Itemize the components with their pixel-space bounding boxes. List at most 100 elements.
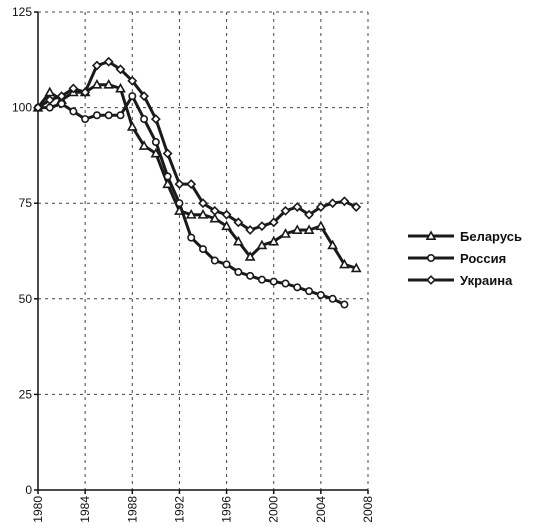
data-point <box>350 262 362 273</box>
legend-swatch-marker <box>425 230 437 240</box>
series-line <box>37 60 357 232</box>
data-point <box>268 235 280 246</box>
grid-lines <box>38 11 369 490</box>
legend-swatch-marker <box>426 275 436 285</box>
data-point <box>116 111 125 120</box>
data-point <box>140 115 149 124</box>
data-point <box>197 209 209 219</box>
data-point <box>280 205 291 216</box>
data-point <box>257 275 266 284</box>
data-point <box>351 202 362 212</box>
data-point <box>303 224 315 234</box>
data-point <box>222 260 231 269</box>
data-point <box>328 294 337 303</box>
data-point <box>92 111 101 120</box>
data-point <box>339 196 350 207</box>
data-point <box>246 271 255 280</box>
data-point <box>163 172 172 181</box>
x-tick-label: 1988 <box>125 496 139 523</box>
data-point <box>256 221 267 232</box>
data-point <box>316 290 325 299</box>
data-point <box>115 64 126 75</box>
y-tick-label: 75 <box>19 196 33 210</box>
data-point <box>138 140 150 150</box>
tick-labels: 0 25 50 75 100 125 1980 1984 1988 1992 1996 2000 200… <box>12 5 375 523</box>
series-2 <box>33 56 362 235</box>
data-point <box>209 205 220 216</box>
y-tick-label: 25 <box>19 387 33 401</box>
data-point <box>221 220 232 231</box>
data-point <box>199 245 208 254</box>
data-point <box>126 121 138 131</box>
data-point <box>127 75 138 86</box>
data-point <box>115 82 126 93</box>
x-tick-label: 2008 <box>361 496 375 523</box>
data-point <box>269 277 278 286</box>
y-tick-label: 50 <box>19 292 33 306</box>
data-point <box>91 79 103 89</box>
data-point <box>91 60 102 71</box>
series <box>32 56 362 309</box>
data-point <box>221 209 232 220</box>
data-point <box>292 202 303 212</box>
x-tick-label: 1996 <box>220 496 234 523</box>
data-point <box>33 102 43 113</box>
data-point <box>104 111 113 120</box>
data-point <box>280 228 291 238</box>
legend: Беларусь Россия Украина <box>408 229 522 288</box>
data-point <box>45 103 54 112</box>
series-line <box>36 83 357 270</box>
data-point <box>304 209 315 220</box>
data-point <box>187 233 196 242</box>
y-tick-label: 125 <box>12 5 32 19</box>
x-tick-label: 2004 <box>314 496 328 523</box>
data-point <box>232 235 244 246</box>
data-point <box>103 56 114 67</box>
data-point <box>340 300 349 309</box>
axes <box>34 11 369 494</box>
data-point <box>44 95 55 105</box>
data-point <box>315 220 327 231</box>
series-1 <box>33 92 349 309</box>
data-point <box>175 199 184 208</box>
data-point <box>69 107 78 116</box>
data-point <box>305 287 314 296</box>
legend-label: Украина <box>460 273 513 288</box>
data-point <box>128 92 137 101</box>
legend-entry: Россия <box>408 251 506 266</box>
x-tick-label: 1980 <box>31 496 45 523</box>
data-point <box>139 91 150 102</box>
y-tick-label: 0 <box>25 483 32 497</box>
data-point <box>281 279 290 288</box>
data-point <box>44 86 56 97</box>
data-point <box>315 202 326 212</box>
x-tick-label: 2000 <box>267 496 281 523</box>
data-point <box>233 217 244 228</box>
data-point <box>234 268 243 277</box>
data-point <box>244 251 256 261</box>
data-point <box>150 114 161 125</box>
data-point <box>245 225 256 235</box>
data-point <box>210 256 219 265</box>
data-point <box>186 179 197 190</box>
data-point <box>256 239 268 250</box>
data-point <box>209 212 221 223</box>
data-point <box>150 147 162 158</box>
data-point <box>198 198 208 209</box>
legend-label: Беларусь <box>460 229 522 244</box>
data-point <box>80 87 91 98</box>
data-point <box>174 179 185 190</box>
data-point <box>162 148 173 159</box>
data-point <box>293 283 302 292</box>
data-point <box>268 217 279 228</box>
data-point <box>68 83 79 94</box>
series-line <box>38 94 346 306</box>
data-point <box>103 79 115 89</box>
x-tick-label: 1984 <box>78 496 92 523</box>
data-point <box>327 239 339 250</box>
y-tick-label: 100 <box>12 101 32 115</box>
legend-label: Россия <box>460 251 506 266</box>
data-point <box>56 91 67 102</box>
data-point <box>151 138 160 147</box>
